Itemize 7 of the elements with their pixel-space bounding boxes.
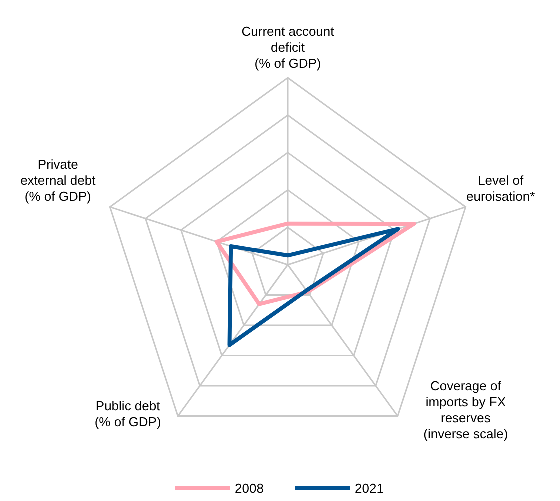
spoke-label: Public debt (% of GDP) [94,398,162,430]
spoke-label: Level of euroisation* [466,173,536,204]
legend-label: 2021 [355,481,384,496]
spoke-label: Current account deficit (% of GDP) [242,24,335,71]
spoke-label: Private external debt (% of GDP) [20,157,96,204]
spoke-label: Coverage of imports by FX reserves (inverse scale) [424,378,508,442]
legend-label: 2008 [235,481,264,496]
